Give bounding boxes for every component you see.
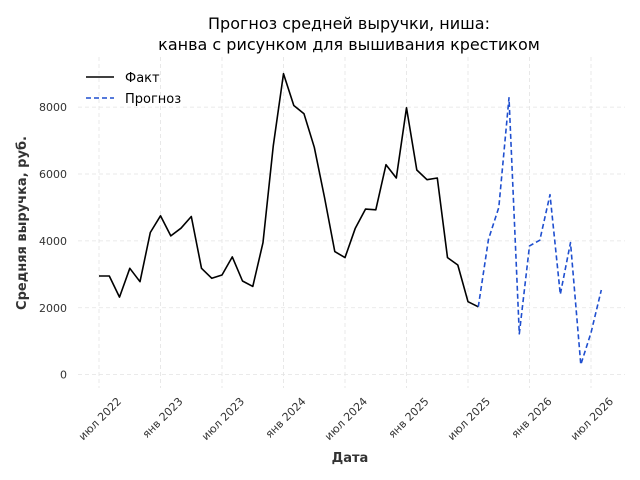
series-line-fact [99,72,479,308]
x-tick-label: июл 2024 [322,395,370,443]
x-tick-label: янв 2023 [140,395,186,441]
x-tick-label: янв 2026 [509,395,555,441]
x-tick-label: янв 2025 [386,395,432,441]
y-tick-label: 4000 [39,235,67,248]
x-axis-ticks: июл 2022 янв 2023 июл 2023 янв 2024 июл 2024… [76,395,616,443]
series-line-forecast [477,97,603,366]
y-tick-label: 0 [60,369,67,382]
legend: Факт Прогноз [86,71,181,107]
chart-title-line1: Прогноз средней выручки, ниша: [208,14,490,33]
chart-title-line2: канва с рисунком для вышивания крестиком [158,35,540,54]
y-tick-label: 8000 [39,101,67,114]
x-tick-label: июл 2023 [199,395,247,443]
x-tick-label: янв 2024 [263,395,309,441]
x-tick-label: июл 2022 [76,395,124,443]
x-axis-label: Дата [332,451,369,466]
grid [78,57,625,388]
y-axis-ticks: 0 2000 4000 6000 8000 [39,101,67,381]
y-tick-label: 6000 [39,168,67,181]
y-tick-label: 2000 [39,302,67,315]
y-axis-label: Средняя выручка, руб. [15,136,30,310]
series [99,72,603,366]
x-tick-label: июл 2026 [568,395,616,443]
legend-label-fact: Факт [125,71,160,86]
legend-label-forecast: Прогноз [125,92,181,107]
x-tick-label: июл 2025 [445,395,493,443]
